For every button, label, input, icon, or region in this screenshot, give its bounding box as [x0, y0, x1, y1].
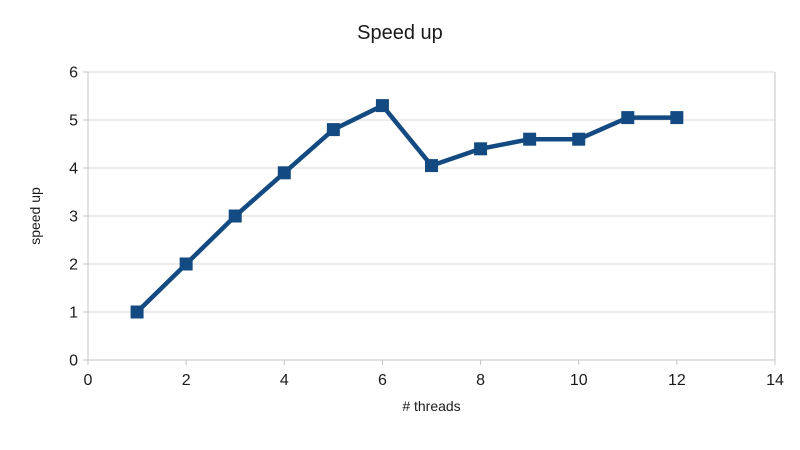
data-point-marker	[130, 305, 144, 319]
x-tick-label: 2	[182, 372, 191, 389]
y-tick-label: 1	[69, 305, 78, 322]
y-tick-label: 5	[69, 113, 78, 130]
y-axis-title: speed up	[27, 187, 43, 245]
data-point-marker	[572, 132, 586, 146]
y-tick-label: 3	[69, 209, 78, 226]
data-series-line	[135, 102, 677, 314]
y-tick-label: 2	[69, 257, 78, 274]
y-tick-label: 6	[69, 65, 78, 82]
data-point-marker	[179, 257, 193, 271]
y-tick-label: 4	[69, 161, 78, 178]
data-point-marker	[523, 132, 537, 146]
x-tick-label: 14	[766, 372, 784, 389]
x-tick-label: 6	[378, 372, 387, 389]
x-tick-label: 8	[476, 372, 485, 389]
data-point-marker	[425, 159, 438, 173]
x-axis-title: # threads	[402, 398, 461, 414]
x-tick-label: 12	[668, 372, 686, 389]
x-tick-label: 10	[570, 372, 588, 389]
x-tick-label: 4	[280, 372, 289, 389]
data-point-marker	[326, 123, 340, 137]
data-point-marker	[621, 111, 635, 125]
data-point-marker	[277, 166, 291, 180]
y-tick-label: 0	[69, 353, 78, 370]
chart-title: Speed up	[357, 22, 443, 44]
data-point-marker	[228, 209, 242, 223]
x-tick-label: 0	[84, 372, 93, 389]
data-point-marker	[375, 99, 389, 113]
data-point-marker	[670, 111, 684, 125]
data-point-marker	[474, 142, 488, 156]
